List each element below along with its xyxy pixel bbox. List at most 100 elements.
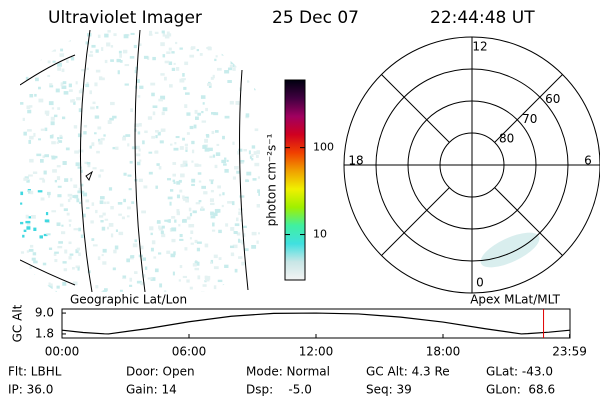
speckle xyxy=(184,247,188,251)
speckle xyxy=(59,203,64,207)
speckle xyxy=(31,274,36,277)
speckle xyxy=(100,220,104,223)
speckle xyxy=(52,60,56,63)
speckle xyxy=(176,181,181,185)
speckle xyxy=(137,95,141,98)
speckle xyxy=(176,211,181,216)
speckle xyxy=(40,35,44,39)
speckle xyxy=(86,162,91,165)
speckle xyxy=(182,218,187,222)
speckle xyxy=(135,145,140,150)
speckle xyxy=(110,101,115,106)
speckle xyxy=(101,47,104,51)
speckle xyxy=(166,250,171,254)
speckle xyxy=(77,190,82,194)
speckle xyxy=(139,85,144,89)
speckle xyxy=(171,67,176,71)
speckle xyxy=(110,233,114,238)
speckle xyxy=(224,115,230,119)
speckle xyxy=(61,85,67,89)
speckle xyxy=(20,191,24,196)
speckle xyxy=(255,82,259,87)
speckle xyxy=(184,104,188,109)
speckle xyxy=(246,264,251,269)
speckle xyxy=(238,148,243,152)
speckle xyxy=(216,143,220,147)
speckle xyxy=(75,162,80,167)
speckle xyxy=(179,78,185,83)
ring xyxy=(439,132,505,198)
speckle xyxy=(170,143,173,146)
speckle xyxy=(255,83,258,86)
speckle xyxy=(210,189,214,193)
speckle xyxy=(74,194,79,199)
speckle xyxy=(22,117,25,121)
speckle xyxy=(164,290,167,292)
speckle xyxy=(164,219,169,222)
speckle xyxy=(134,123,139,128)
speckle xyxy=(205,107,208,112)
speckle xyxy=(54,179,58,183)
speckle xyxy=(164,60,170,64)
speckle xyxy=(39,58,42,61)
speckle xyxy=(184,143,188,147)
speckle xyxy=(239,195,245,198)
speckle xyxy=(148,33,153,36)
speckle xyxy=(198,200,202,203)
speckle xyxy=(99,169,104,172)
speckle xyxy=(217,279,223,283)
speckle xyxy=(60,231,66,235)
speckle xyxy=(69,197,72,200)
speckle xyxy=(106,201,110,204)
speckle xyxy=(194,109,198,114)
speckle xyxy=(101,226,106,231)
speckle xyxy=(80,183,84,187)
speckle xyxy=(212,154,216,158)
speckle xyxy=(54,251,59,254)
speckle xyxy=(64,178,69,182)
speckle xyxy=(238,256,243,259)
speckle xyxy=(176,194,181,199)
speckle xyxy=(234,268,238,273)
speckle xyxy=(123,198,126,203)
speckle xyxy=(62,81,67,85)
speckle xyxy=(242,233,246,237)
speckle xyxy=(119,289,123,292)
speckle xyxy=(209,198,214,202)
speckle xyxy=(223,163,227,166)
speckle xyxy=(70,177,73,182)
speckle xyxy=(174,219,177,223)
speckle xyxy=(201,185,206,189)
speckle xyxy=(192,210,197,214)
speckle xyxy=(240,159,245,163)
speckle xyxy=(210,261,213,264)
speckle xyxy=(129,284,133,287)
speckle xyxy=(44,110,50,115)
time: 22:44:48 UT xyxy=(430,8,535,28)
speckle xyxy=(78,187,81,192)
speckle xyxy=(98,76,103,81)
speckle xyxy=(92,101,96,105)
speckle xyxy=(191,178,196,183)
speckle xyxy=(248,150,251,155)
speckle xyxy=(131,201,135,204)
speckle xyxy=(191,140,195,145)
speckle xyxy=(139,159,142,162)
speckle xyxy=(86,207,90,210)
speckle xyxy=(60,48,64,52)
speckle xyxy=(86,81,89,85)
speckle xyxy=(113,249,117,254)
speckle xyxy=(172,179,176,183)
speckle xyxy=(236,217,239,222)
speckle xyxy=(218,229,222,234)
speckle xyxy=(42,179,46,183)
speckle xyxy=(171,216,176,219)
speckle xyxy=(246,171,252,176)
speckle xyxy=(95,285,99,289)
x-tick-label: 12:00 xyxy=(299,345,334,359)
speckle xyxy=(23,286,26,291)
speckle xyxy=(43,170,47,175)
speckle xyxy=(73,125,78,129)
speckle xyxy=(85,41,90,45)
